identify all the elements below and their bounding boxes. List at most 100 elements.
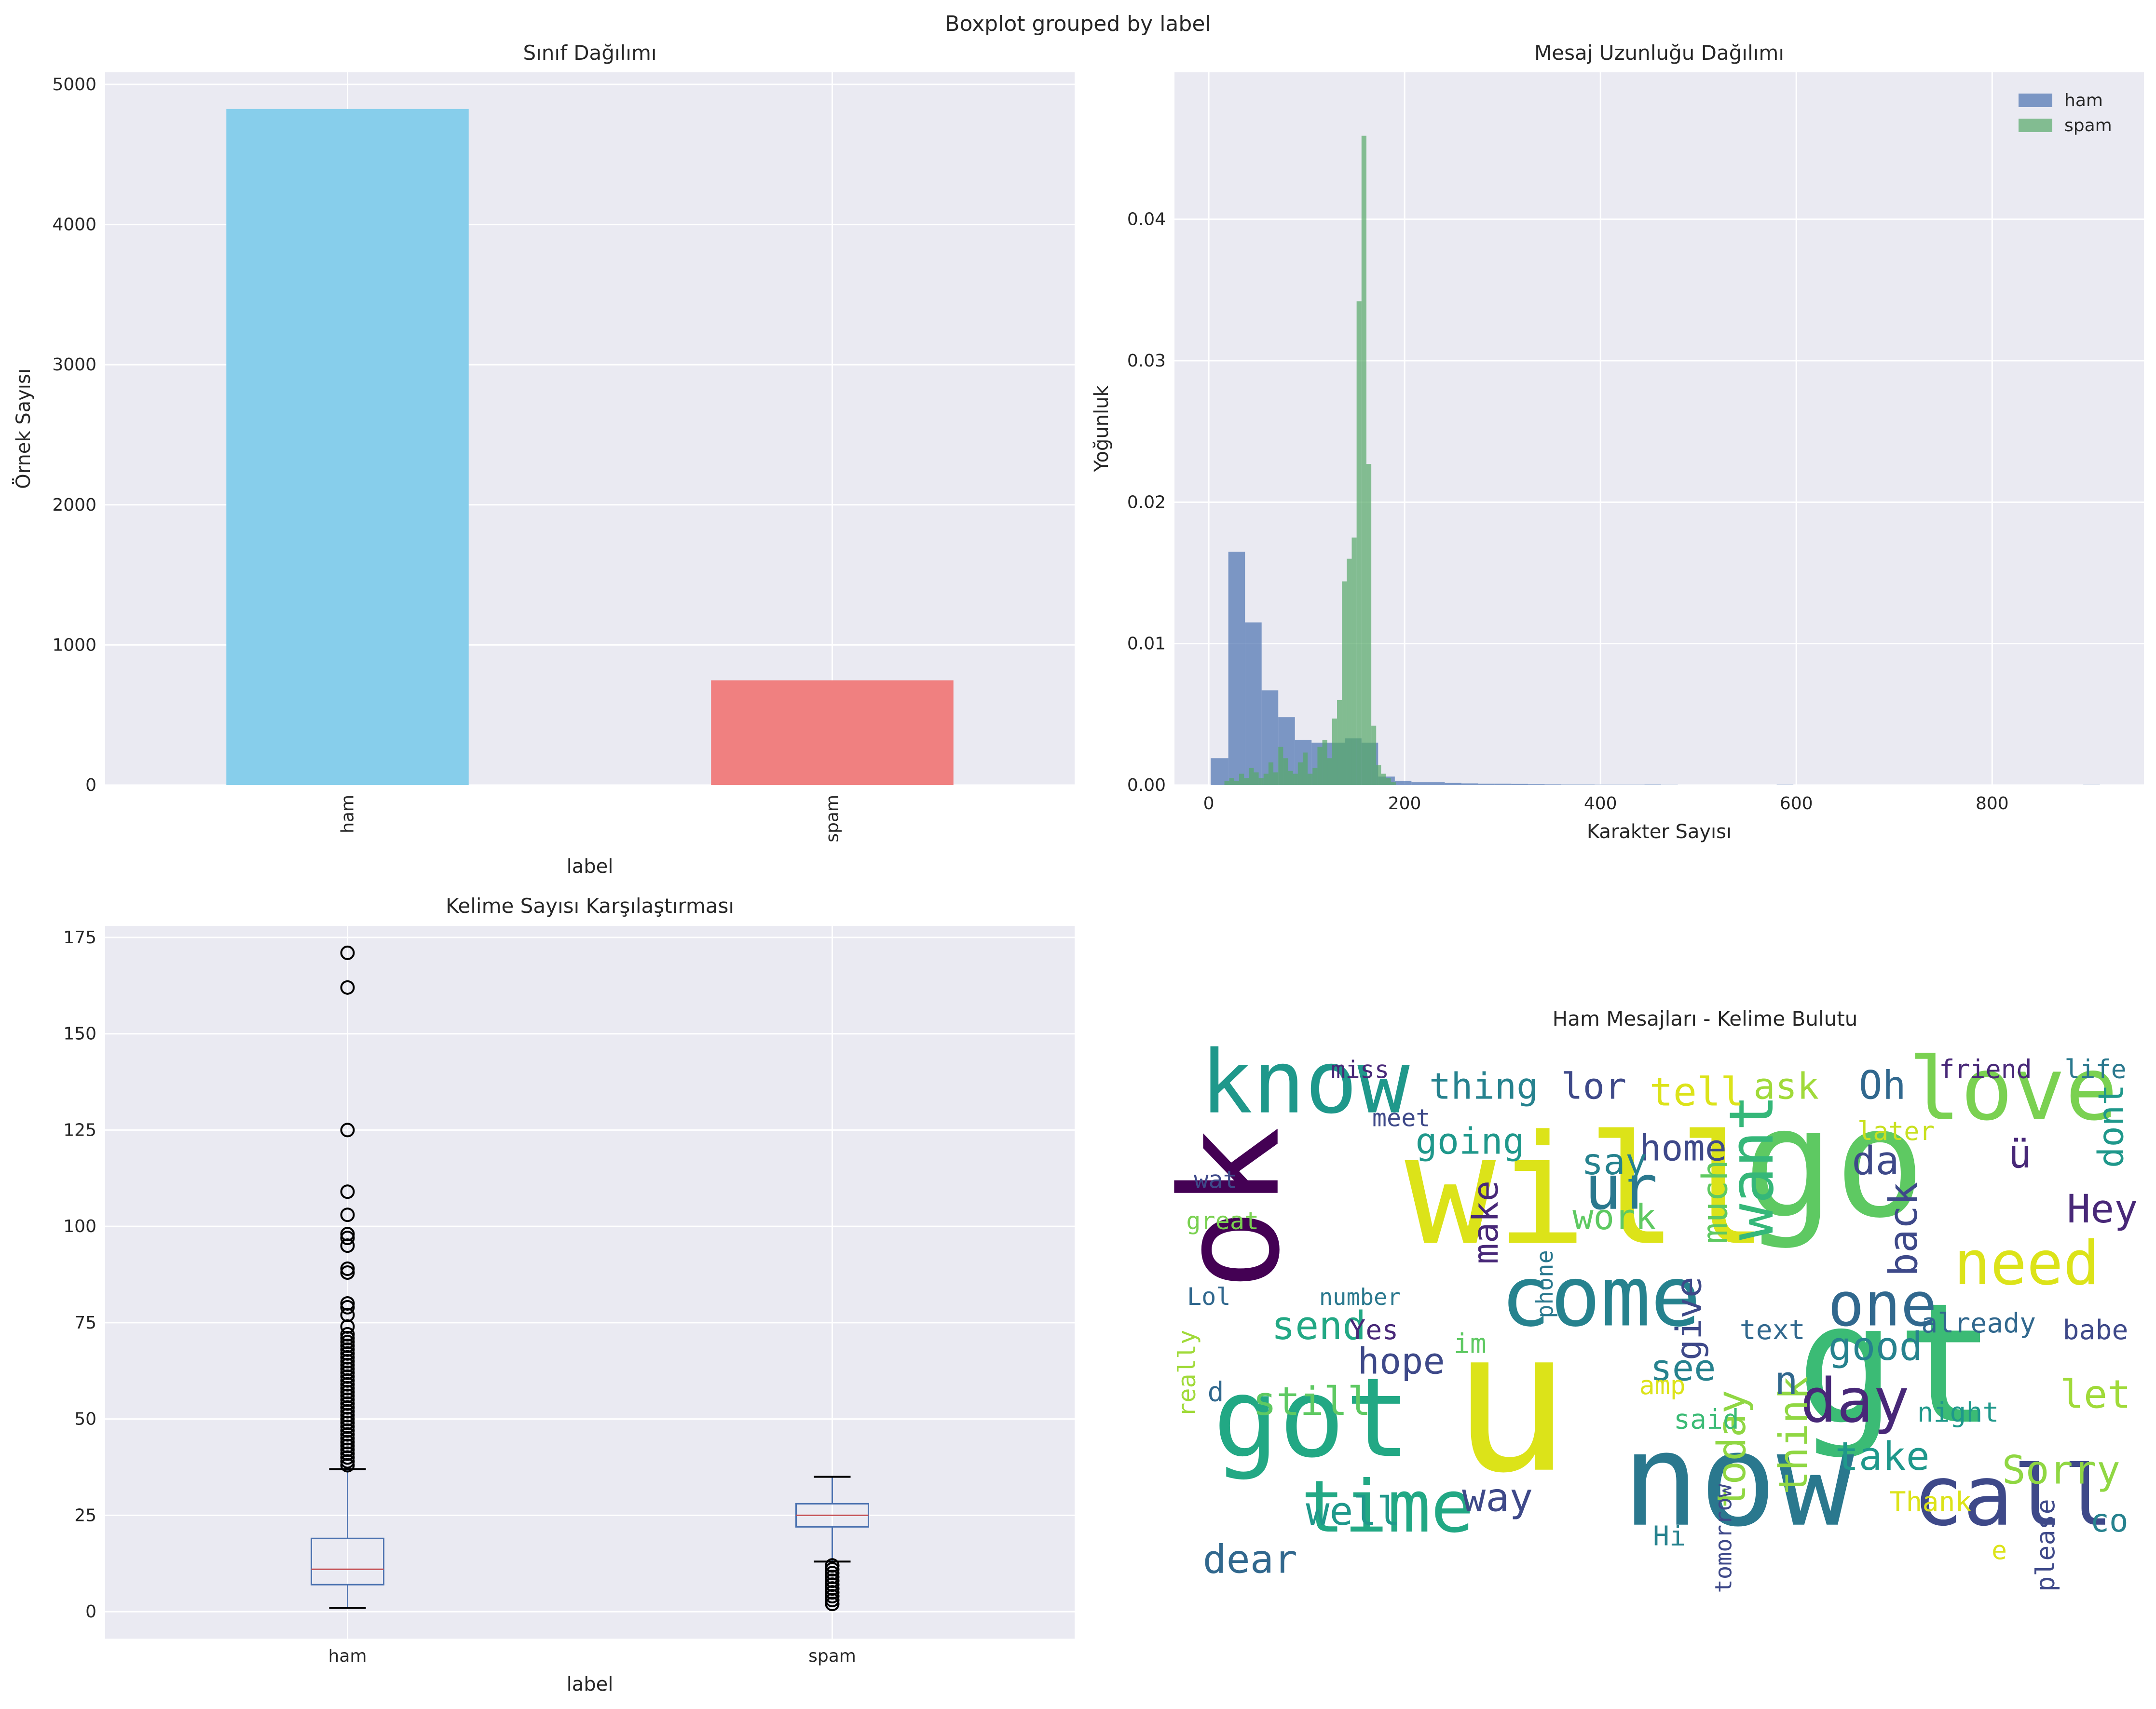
wordcloud-word: work [1572,1197,1656,1238]
boxplot-flier-ham [340,1381,355,1396]
wordcloud-word: life [2064,1055,2126,1085]
boxplot-flier-ham [340,1454,355,1469]
histogram-ytick: 0.03 [1127,351,1166,371]
legend-swatch-spam [2019,119,2052,132]
wordcloud-word: Oh [1859,1062,1906,1108]
histogram-bar-ham [1428,782,1445,785]
histogram-xtick: 400 [1584,794,1617,814]
histogram-ytick: 0.02 [1127,492,1166,512]
wordcloud-word: thing [1429,1065,1538,1107]
wordcloud-word: one [1828,1270,1937,1340]
histogram-plot-area [1174,72,2144,785]
wordcloud-word: dear [1203,1537,1297,1583]
wordcloud-word: tomorrow [1710,1483,1737,1593]
boxplot-flier-ham [340,1123,355,1138]
wordcloud-word: ur [1585,1153,1658,1223]
wordcloud-word: dont [2091,1084,2132,1168]
boxplot-flier-ham [340,1342,355,1357]
boxplot-flier-ham [340,1334,355,1349]
wordcloud-word: Yes [1349,1315,1398,1346]
wordcloud-word: will [1405,1103,1769,1279]
boxplot-flier-ham [340,1365,355,1380]
boxplot-xtick: spam [808,1646,856,1666]
boxplot-flier-spam [825,1562,840,1577]
histogram-bar-spam [1351,537,1357,785]
boxplot-ytick: 50 [74,1410,96,1429]
wordcloud-word: later [1857,1116,1935,1146]
boxplot-flier-ham [340,1388,355,1403]
bar-chart-xlabel: label [567,855,614,878]
wordcloud-word: love [1908,1039,2117,1140]
histogram-bar-ham [1461,783,1478,785]
histogram-bar-spam [1224,781,1229,785]
wordcloud-word: know [1201,1032,1410,1133]
wordcloud-word: say [1582,1140,1647,1183]
boxplot-flier-ham [340,1431,355,1446]
boxplot-flier-ham [340,1361,355,1376]
bar-ham [226,109,469,786]
boxplot-flier-ham [340,1400,355,1415]
bar-chart-ytick: 0 [85,775,96,795]
wordcloud-canvas [1174,1037,2144,1567]
histogram-bar-spam [1347,558,1352,785]
histogram-bar-spam [1229,778,1234,785]
boxplot-flier-spam [825,1570,840,1585]
bar-chart-ytick: 5000 [52,75,96,95]
boxplot-flier-ham [340,1427,355,1442]
histogram-bar-ham [1478,784,1495,785]
boxplot-flier-ham [340,1265,355,1280]
histogram-bar-spam [1327,758,1332,785]
boxplot-flier-ham [340,1231,355,1246]
wordcloud-word: go [1743,1075,1925,1251]
wordcloud-word: take [1835,1434,1930,1479]
wordcloud-word: Hey [2067,1186,2138,1232]
histogram-bar-spam [1254,772,1259,785]
wordcloud-word: see [1651,1347,1716,1389]
boxplot-ytick: 175 [63,928,96,948]
wordcloud-word: hope [1358,1340,1445,1382]
boxplot-flier-ham [340,1300,355,1315]
wordcloud-word: back [1881,1182,1926,1276]
bar-chart-xtick: spam [823,795,843,842]
boxplot-flier-ham [340,980,355,995]
wordcloud-word: call [1913,1448,2113,1545]
histogram-ytick: 0.00 [1127,775,1166,795]
wordcloud-word: babe [2063,1315,2129,1346]
wordcloud-word: think [1771,1376,1816,1494]
histogram-bar-ham [1528,784,1545,785]
bar-chart-ytick: 3000 [52,355,96,375]
boxplot-flier-ham [340,1392,355,1407]
boxplot-flier-spam [825,1597,840,1612]
wordcloud-word: need [1954,1228,2100,1299]
wordcloud-word: give [1669,1276,1710,1360]
wordcloud-word: meet [1372,1103,1431,1132]
wordcloud-word: ask [1753,1065,1819,1107]
boxplot-flier-ham [340,1423,355,1438]
histogram-bar-spam [1342,581,1347,785]
wordcloud-word: ok [1151,1126,1310,1290]
boxplot-flier-spam [825,1566,840,1581]
boxplot-flier-ham [340,1458,355,1473]
histogram-bar-spam [1361,136,1366,786]
histogram-bar-spam [1356,301,1362,785]
wordcloud-word: still [1253,1379,1371,1424]
boxplot-flier-ham [340,1450,355,1465]
legend-swatch-ham [2019,94,2052,107]
boxplot-flier-ham [340,1327,355,1342]
histogram-bar-ham [1245,622,1262,785]
boxplot-flier-ham [340,1446,355,1461]
wordcloud-word: phone [1532,1250,1558,1318]
wordcloud-word: way [1462,1475,1533,1520]
histogram-bar-spam [1332,719,1337,785]
histogram-bar-ham [1494,784,1512,785]
boxplot-flier-ham [340,1435,355,1450]
boxplot-flier-ham [340,1184,355,1199]
histogram-bar-spam [1322,740,1327,785]
wordcloud-word: Hi [1653,1521,1686,1552]
wordcloud-word: text [1740,1315,1805,1346]
histogram-bar-spam [1297,762,1303,785]
wordcloud-word: da [1852,1138,1899,1184]
wordcloud-word: want [1717,1095,1787,1240]
histogram-bar-spam [1302,752,1308,785]
